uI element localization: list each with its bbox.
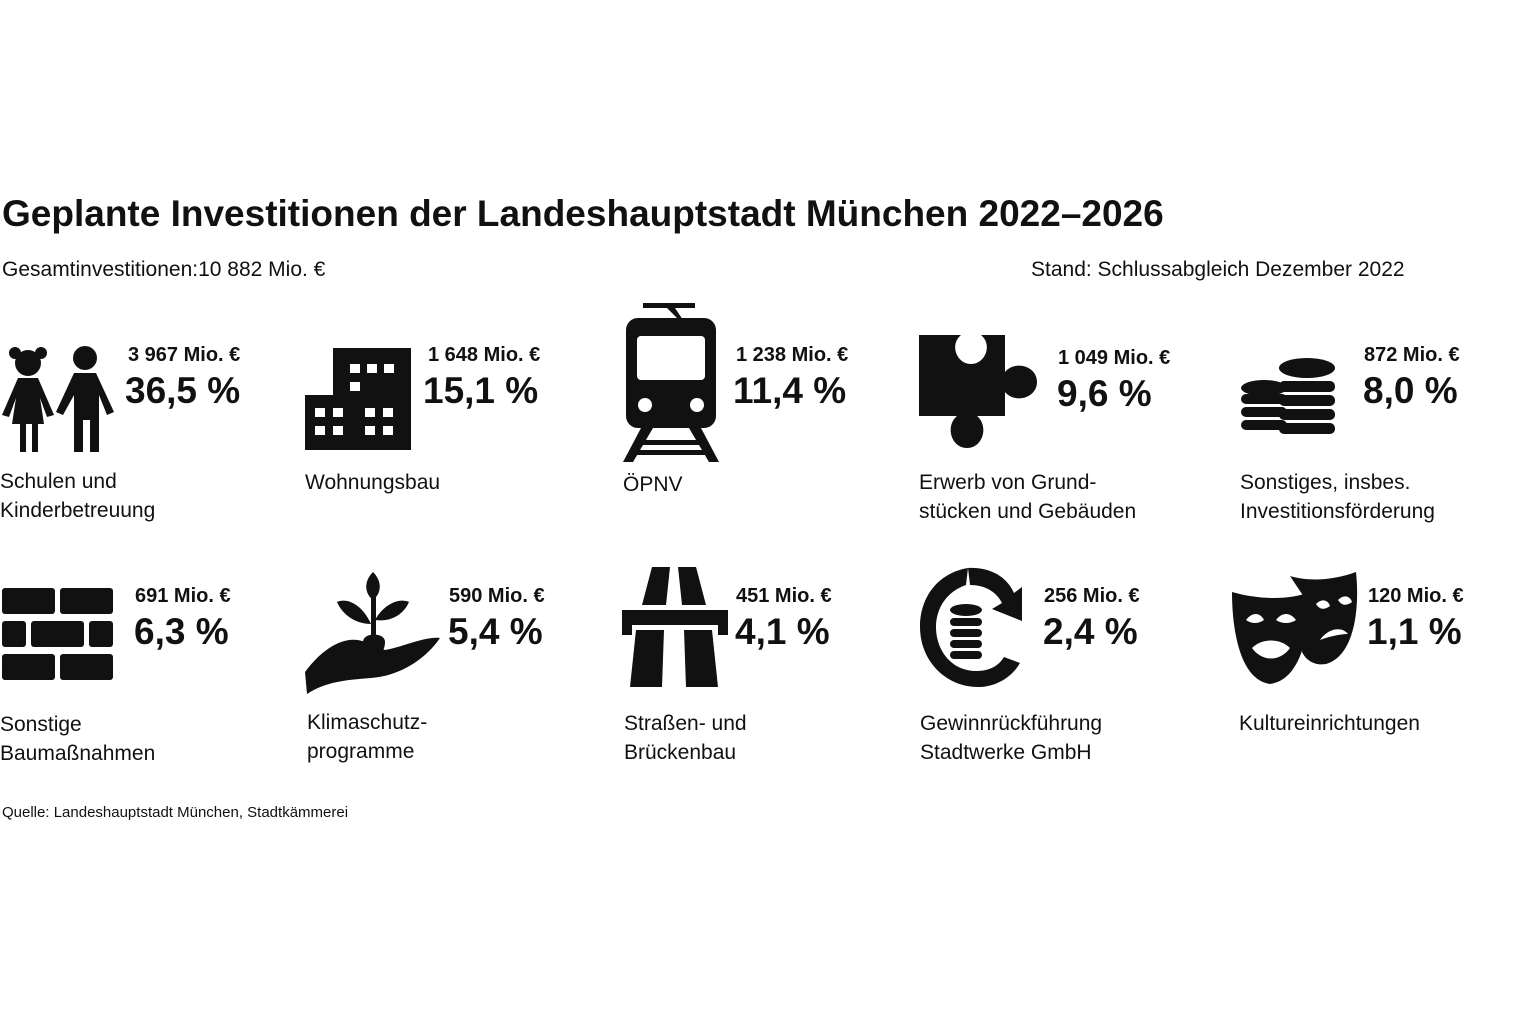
- item-percent: 6,3 %: [134, 611, 229, 652]
- item-amount: 256 Mio. €: [1044, 585, 1140, 607]
- bricks-icon: [2, 588, 113, 680]
- item-label: Kultureinrichtungen: [1239, 712, 1420, 735]
- item-percent: 1,1 %: [1367, 611, 1462, 652]
- item-label: Klimaschutz- programme: [307, 711, 428, 763]
- item-percent: 11,4 %: [733, 370, 847, 411]
- item-amount: 590 Mio. €: [449, 585, 545, 607]
- item-label: Schulen und Kinderbetreuung: [0, 470, 156, 522]
- item-percent: 36,5 %: [125, 370, 241, 411]
- source-note: Quelle: Landeshauptstadt München, Stadtk…: [2, 804, 349, 821]
- puzzle-icon: [919, 335, 1037, 448]
- tram-icon: [623, 303, 719, 462]
- item-label: Sonstige Baumaßnahmen: [0, 713, 156, 765]
- item-label: Straßen- und Brückenbau: [624, 712, 747, 764]
- plant-hand-icon: [305, 572, 440, 694]
- stand-note: Stand: Schlussabgleich Dezember 2022: [1031, 258, 1405, 281]
- item-label: Gewinnrückführung Stadtwerke GmbH: [920, 712, 1103, 764]
- item-label: ÖPNV: [623, 473, 683, 496]
- item-percent: 8,0 %: [1363, 370, 1458, 411]
- item-percent: 9,6 %: [1057, 373, 1152, 414]
- road-bridge-icon: [622, 567, 728, 687]
- total-investments: Gesamtinvestitionen:10 882 Mio. €: [2, 258, 326, 281]
- item-amount: 691 Mio. €: [135, 585, 231, 607]
- item-amount: 451 Mio. €: [736, 585, 832, 607]
- item-amount: 1 238 Mio. €: [736, 344, 849, 366]
- children-icon: [2, 346, 114, 452]
- item-amount: 1 049 Mio. €: [1058, 347, 1171, 369]
- item-amount: 3 967 Mio. €: [128, 344, 241, 366]
- buildings-icon: [305, 348, 411, 450]
- theater-masks-icon: [1232, 572, 1358, 684]
- item-label: Erwerb von Grund- stücken und Gebäuden: [919, 471, 1137, 523]
- item-percent: 15,1 %: [423, 370, 539, 411]
- chart-title: Geplante Investitionen der Landeshauptst…: [2, 193, 1164, 234]
- coin-return-icon: [920, 567, 1022, 687]
- item-percent: 4,1 %: [735, 611, 830, 652]
- item-label: Wohnungsbau: [305, 471, 441, 494]
- coins-icon: [1241, 358, 1335, 434]
- item-percent: 5,4 %: [448, 611, 543, 652]
- item-amount: 120 Mio. €: [1368, 585, 1464, 607]
- item-amount: 1 648 Mio. €: [428, 344, 541, 366]
- item-amount: 872 Mio. €: [1364, 344, 1460, 366]
- item-label: Sonstiges, insbes. Investitionsförderung: [1240, 471, 1435, 523]
- item-percent: 2,4 %: [1043, 611, 1138, 652]
